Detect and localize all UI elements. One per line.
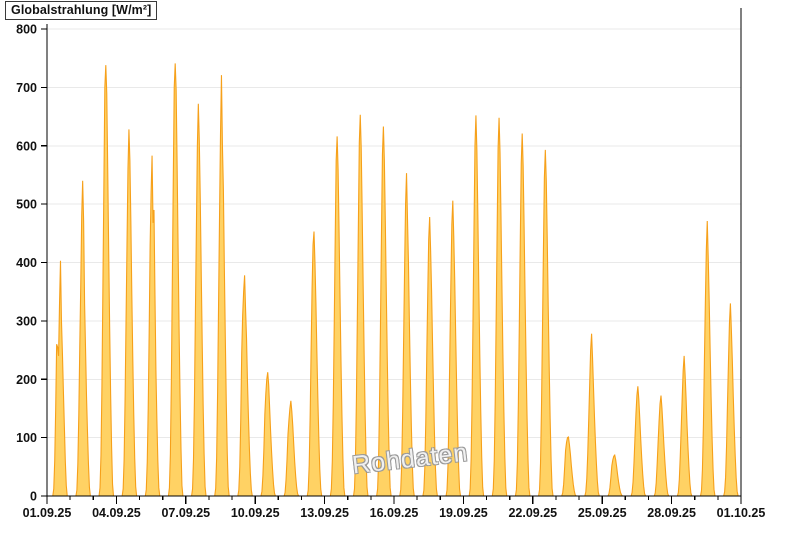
y-tick-label: 600 [16, 139, 37, 153]
x-tick-label: 10.09.25 [231, 506, 280, 520]
y-tick-label: 200 [16, 373, 37, 387]
y-tick-label: 0 [30, 490, 37, 504]
x-tick-label: 01.09.25 [23, 506, 72, 520]
x-tick-label: 07.09.25 [161, 506, 210, 520]
y-tick-label: 400 [16, 256, 37, 270]
y-tick-label: 300 [16, 314, 37, 328]
chart-title: Globalstrahlung [W/m²] [5, 1, 158, 20]
y-tick-label: 800 [16, 23, 37, 37]
x-tick-label: 22.09.25 [508, 506, 557, 520]
x-tick-label: 19.09.25 [439, 506, 488, 520]
y-tick-label: 500 [16, 198, 37, 212]
y-axis-ticks: 0 100 200 300 400 500 600 700 800 [16, 23, 47, 504]
x-tick-label: 25.09.25 [578, 506, 627, 520]
x-tick-label: 16.09.25 [370, 506, 419, 520]
x-axis-ticks: 01.09.25 04.09.25 07.09.25 10.09.25 13.09.25… [23, 496, 766, 520]
x-tick-label: 04.09.25 [92, 506, 141, 520]
y-tick-label: 700 [16, 81, 37, 95]
series-globalstrahlung [47, 63, 741, 497]
x-tick-label: 13.09.25 [300, 506, 349, 520]
y-tick-label: 100 [16, 431, 37, 445]
x-tick-label: 01.10.25 [717, 506, 766, 520]
x-tick-label: 28.09.25 [647, 506, 696, 520]
